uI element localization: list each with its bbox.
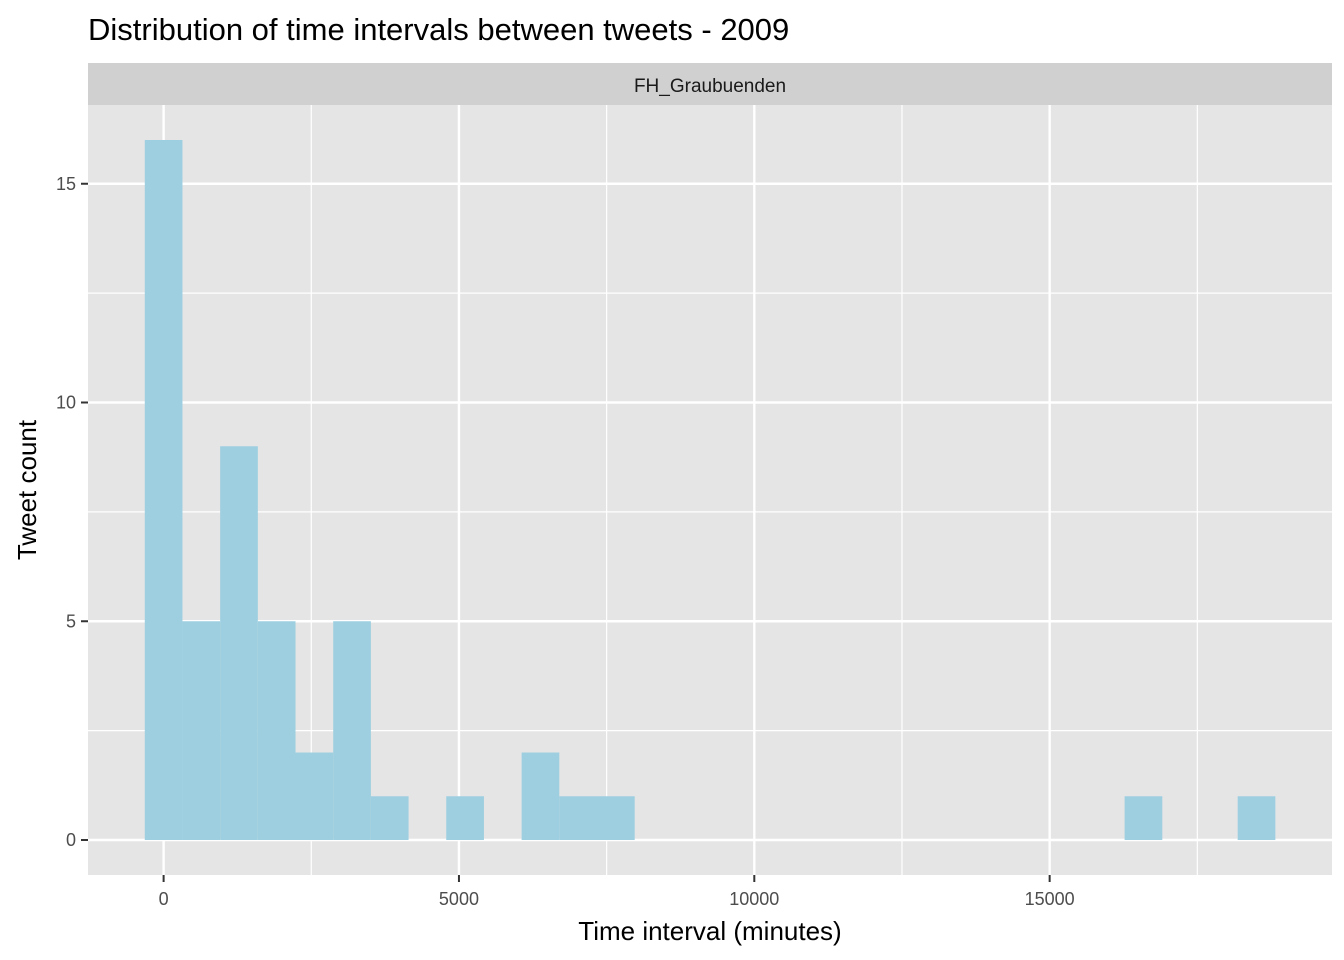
x-tick-label: 5000 bbox=[439, 889, 479, 909]
histogram-bar bbox=[295, 752, 334, 840]
x-tick-label: 10000 bbox=[729, 889, 779, 909]
histogram-bars bbox=[144, 140, 1276, 840]
histogram-bar bbox=[370, 796, 409, 840]
facet-strip bbox=[88, 63, 1332, 105]
x-tick-label: 0 bbox=[159, 889, 169, 909]
histogram-bar bbox=[559, 796, 598, 840]
y-tick-label: 5 bbox=[66, 611, 76, 631]
x-axis-title: Time interval (minutes) bbox=[578, 916, 841, 946]
histogram-bar bbox=[182, 621, 221, 840]
facet-strip-label: FH_Graubuenden bbox=[634, 76, 786, 97]
y-tick-label: 10 bbox=[56, 393, 76, 413]
histogram-bar bbox=[446, 796, 484, 840]
histogram-bar bbox=[521, 752, 560, 840]
chart-title: Distribution of time intervals between t… bbox=[88, 12, 789, 47]
y-axis-title: Tweet count bbox=[12, 419, 42, 560]
x-tick-label: 15000 bbox=[1025, 889, 1075, 909]
y-tick-label: 15 bbox=[56, 174, 76, 194]
histogram-bar bbox=[1237, 796, 1276, 840]
y-tick-label: 0 bbox=[66, 830, 76, 850]
histogram-bar bbox=[1124, 796, 1163, 840]
y-axis: 0 5 10 15 bbox=[56, 174, 88, 850]
histogram-bar bbox=[220, 446, 258, 840]
histogram-bar bbox=[144, 140, 183, 840]
histogram-bar bbox=[257, 621, 296, 840]
histogram-bar bbox=[333, 621, 371, 840]
x-axis: 0 5000 10000 15000 bbox=[159, 875, 1075, 909]
histogram-bar bbox=[597, 796, 635, 840]
